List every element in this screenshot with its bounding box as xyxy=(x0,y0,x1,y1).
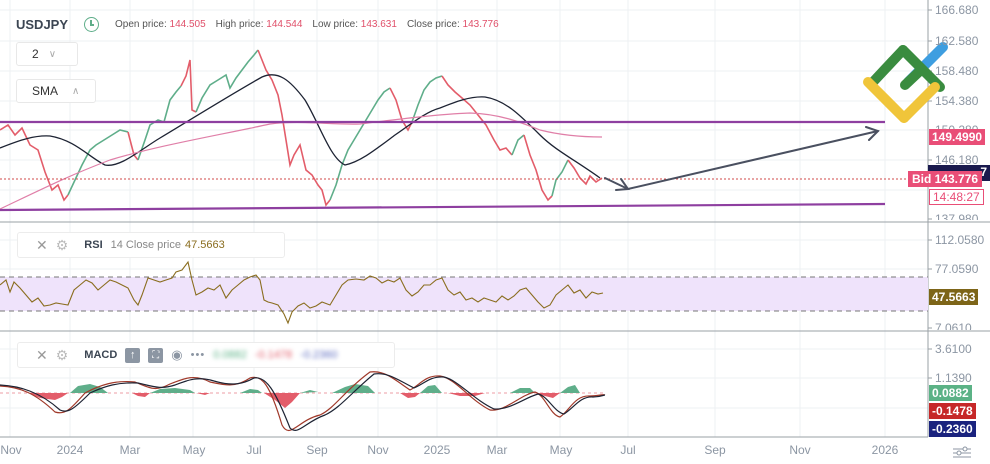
time-tick: 2025 xyxy=(423,443,451,457)
rsi-line xyxy=(0,260,604,325)
high-value: 144.544 xyxy=(266,19,303,30)
price-tick: 146.180 xyxy=(935,153,979,167)
open-value: 144.505 xyxy=(169,19,206,30)
macd-signal-tag: -0.2360 xyxy=(929,421,976,437)
time-tick: Nov xyxy=(789,443,811,457)
sma-fast-line xyxy=(0,74,601,179)
time-tick: Nov xyxy=(367,443,389,457)
macd-signal-line xyxy=(0,373,606,431)
indicator-dropdown[interactable]: SMA ∧ xyxy=(16,79,96,103)
rsi-tick: 112.0580 xyxy=(935,233,985,247)
clock-icon[interactable] xyxy=(84,17,100,32)
indicator-label: SMA xyxy=(32,84,59,98)
chevron-down-icon: ∨ xyxy=(48,48,57,60)
rsi-value: 47.5663 xyxy=(184,239,225,251)
price-tick: 137.980 xyxy=(935,212,979,220)
close-icon[interactable]: ✕ xyxy=(36,236,48,253)
gear-icon[interactable]: ⚙ xyxy=(55,236,69,253)
eye-icon[interactable]: ◉ xyxy=(171,347,183,362)
close-value: 143.776 xyxy=(462,19,499,30)
time-tick: 2024 xyxy=(56,443,84,457)
channel-lower xyxy=(0,202,886,212)
more-icon[interactable]: ••• xyxy=(190,349,206,361)
forecast-arrow xyxy=(604,126,880,191)
rsi-params: 14 Close price xyxy=(110,239,181,251)
macd-legend: ✕ ⚙ MACD ↑ ⛶ ◉ ••• 0.0882 -0.1478 -0.236… xyxy=(17,342,395,368)
time-tick: Jul xyxy=(246,443,262,457)
macd-tick: 1.1390 xyxy=(935,371,972,385)
rsi-legend: ✕ ⚙ RSI 14 Close price 47.5663 xyxy=(17,232,285,258)
interval-dropdown[interactable]: 2 ∨ xyxy=(16,42,78,66)
price-tick: 154.380 xyxy=(935,94,979,108)
macd-hist-tag: 0.0882 xyxy=(929,385,972,401)
sma-slow-line xyxy=(0,112,603,210)
price-tick: 166.680 xyxy=(935,3,979,17)
price-tick: 162.580 xyxy=(935,34,979,48)
time-tick: May xyxy=(182,443,206,457)
move-up-icon[interactable]: ↑ xyxy=(125,347,141,363)
time-tick: Sep xyxy=(704,443,726,457)
macd-line xyxy=(0,371,606,432)
open-label: Open price: xyxy=(115,19,167,30)
low-label: Low price: xyxy=(312,19,358,30)
rsi-tick: 77.0590 xyxy=(935,262,979,276)
gear-icon[interactable]: ⚙ xyxy=(55,346,69,363)
sma-value-tag: 149.4990 xyxy=(929,129,986,145)
time-tick: May xyxy=(549,443,573,457)
time-tick: 2026 xyxy=(871,443,899,457)
time-tick: Nov xyxy=(0,443,22,457)
low-value: 143.631 xyxy=(360,19,397,30)
ohlc-legend: USDJPY Open price: 144.505 High price: 1… xyxy=(16,17,499,32)
maximize-icon[interactable]: ⛶ xyxy=(148,347,164,363)
macd-signal-value: -0.2360 xyxy=(300,349,338,361)
countdown-tag: 14:48:27 xyxy=(929,189,984,205)
macd-hist-value: 0.0882 xyxy=(213,349,247,361)
close-label: Close price: xyxy=(406,19,460,30)
macd-line-value: -0.1478 xyxy=(254,349,293,361)
chart-settings-icon[interactable] xyxy=(952,446,972,460)
rsi-name: RSI xyxy=(84,239,103,251)
macd-tick: 3.6100 xyxy=(935,342,972,356)
rsi-tick: 7.0610 xyxy=(935,321,972,330)
bid-tag: Bid 143.776 xyxy=(908,171,983,187)
brand-logo-icon xyxy=(863,42,948,123)
price-tick: 158.480 xyxy=(935,64,979,78)
close-icon[interactable]: ✕ xyxy=(36,346,48,363)
time-tick: Mar xyxy=(119,443,141,457)
rsi-band xyxy=(0,277,928,311)
high-label: High price: xyxy=(215,19,264,30)
interval-value: 2 xyxy=(32,47,39,61)
time-tick: Mar xyxy=(486,443,508,457)
time-tick: Jul xyxy=(620,443,636,457)
symbol-name[interactable]: USDJPY xyxy=(16,17,69,32)
rsi-value-tag: 47.5663 xyxy=(929,289,979,305)
time-tick: Sep xyxy=(306,443,328,457)
chevron-up-icon: ∧ xyxy=(72,85,80,97)
macd-name: MACD xyxy=(84,349,118,361)
price-candles xyxy=(0,49,603,207)
macd-line-tag: -0.1478 xyxy=(929,403,976,419)
